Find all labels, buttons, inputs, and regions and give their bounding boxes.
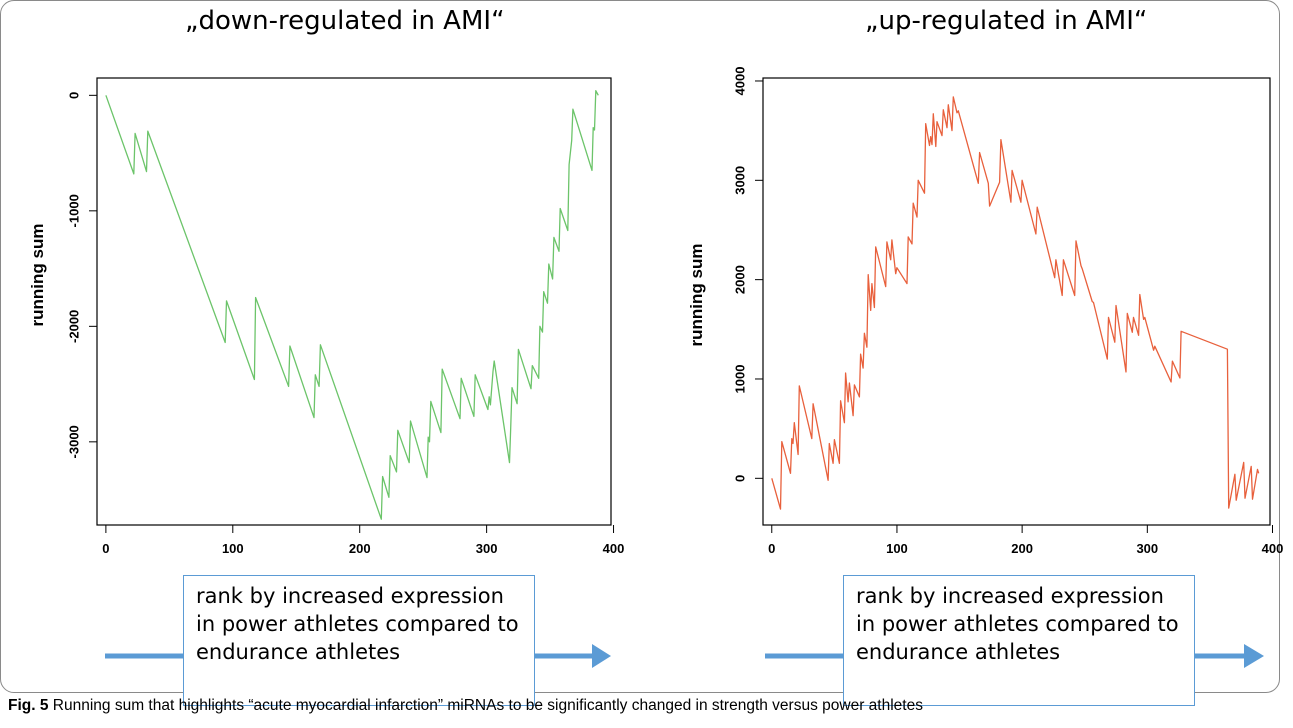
y-tick-label: 3000 — [732, 166, 747, 195]
y-tick-label: 4000 — [732, 67, 747, 96]
x-tick-label: 200 — [349, 541, 371, 556]
running-sum-line — [105, 90, 599, 520]
y-tick-label: 0 — [66, 92, 81, 99]
y-tick-label: 1000 — [732, 365, 747, 394]
x-tick-label: 300 — [476, 541, 498, 556]
x-tick-label: 100 — [886, 541, 908, 556]
y-tick-label: -2000 — [66, 310, 81, 343]
left-running-sum-chart: 0 100 200 300 400 0 -1000 -2000 -3000 — [66, 77, 625, 556]
rank-box-line-3: endurance athletes — [196, 640, 401, 664]
y-tick-label: -1000 — [66, 194, 81, 227]
left-rank-box: rank by increased expression in power at… — [183, 575, 535, 706]
figure-frame — [0, 0, 1280, 693]
x-tick-label: 0 — [102, 541, 109, 556]
rank-box-line-2: in power athletes compared to — [196, 612, 519, 636]
caption-label: Fig. 5 — [8, 697, 49, 714]
rank-box-line-1: rank by increased expression — [856, 584, 1164, 608]
x-tick-label: 200 — [1011, 541, 1033, 556]
y-tick-label: 2000 — [732, 265, 747, 294]
plot-area-box — [96, 77, 612, 526]
x-tick-label: 100 — [222, 541, 244, 556]
rank-box-line-1: rank by increased expression — [196, 584, 504, 608]
rank-box-line-2: in power athletes compared to — [856, 612, 1179, 636]
y-tick-label: 0 — [732, 475, 747, 482]
right-rank-box: rank by increased expression in power at… — [843, 575, 1195, 706]
caption-text: Running sum that highlights “acute myoca… — [52, 697, 923, 714]
x-tick-label: 400 — [1262, 541, 1284, 556]
running-sum-line — [771, 96, 1260, 510]
x-tick-label: 400 — [603, 541, 625, 556]
figure-caption: Fig. 5 Running sum that highlights “acut… — [8, 697, 923, 715]
rank-box-line-3: endurance athletes — [856, 640, 1061, 664]
left-chart-title: „down-regulated in AMI“ — [185, 6, 505, 36]
x-tick-label: 0 — [768, 541, 775, 556]
y-tick-label: -3000 — [66, 425, 81, 458]
plot-area-box — [762, 77, 1271, 526]
right-chart-title: „up-regulated in AMI“ — [865, 6, 1148, 36]
x-tick-label: 300 — [1136, 541, 1158, 556]
